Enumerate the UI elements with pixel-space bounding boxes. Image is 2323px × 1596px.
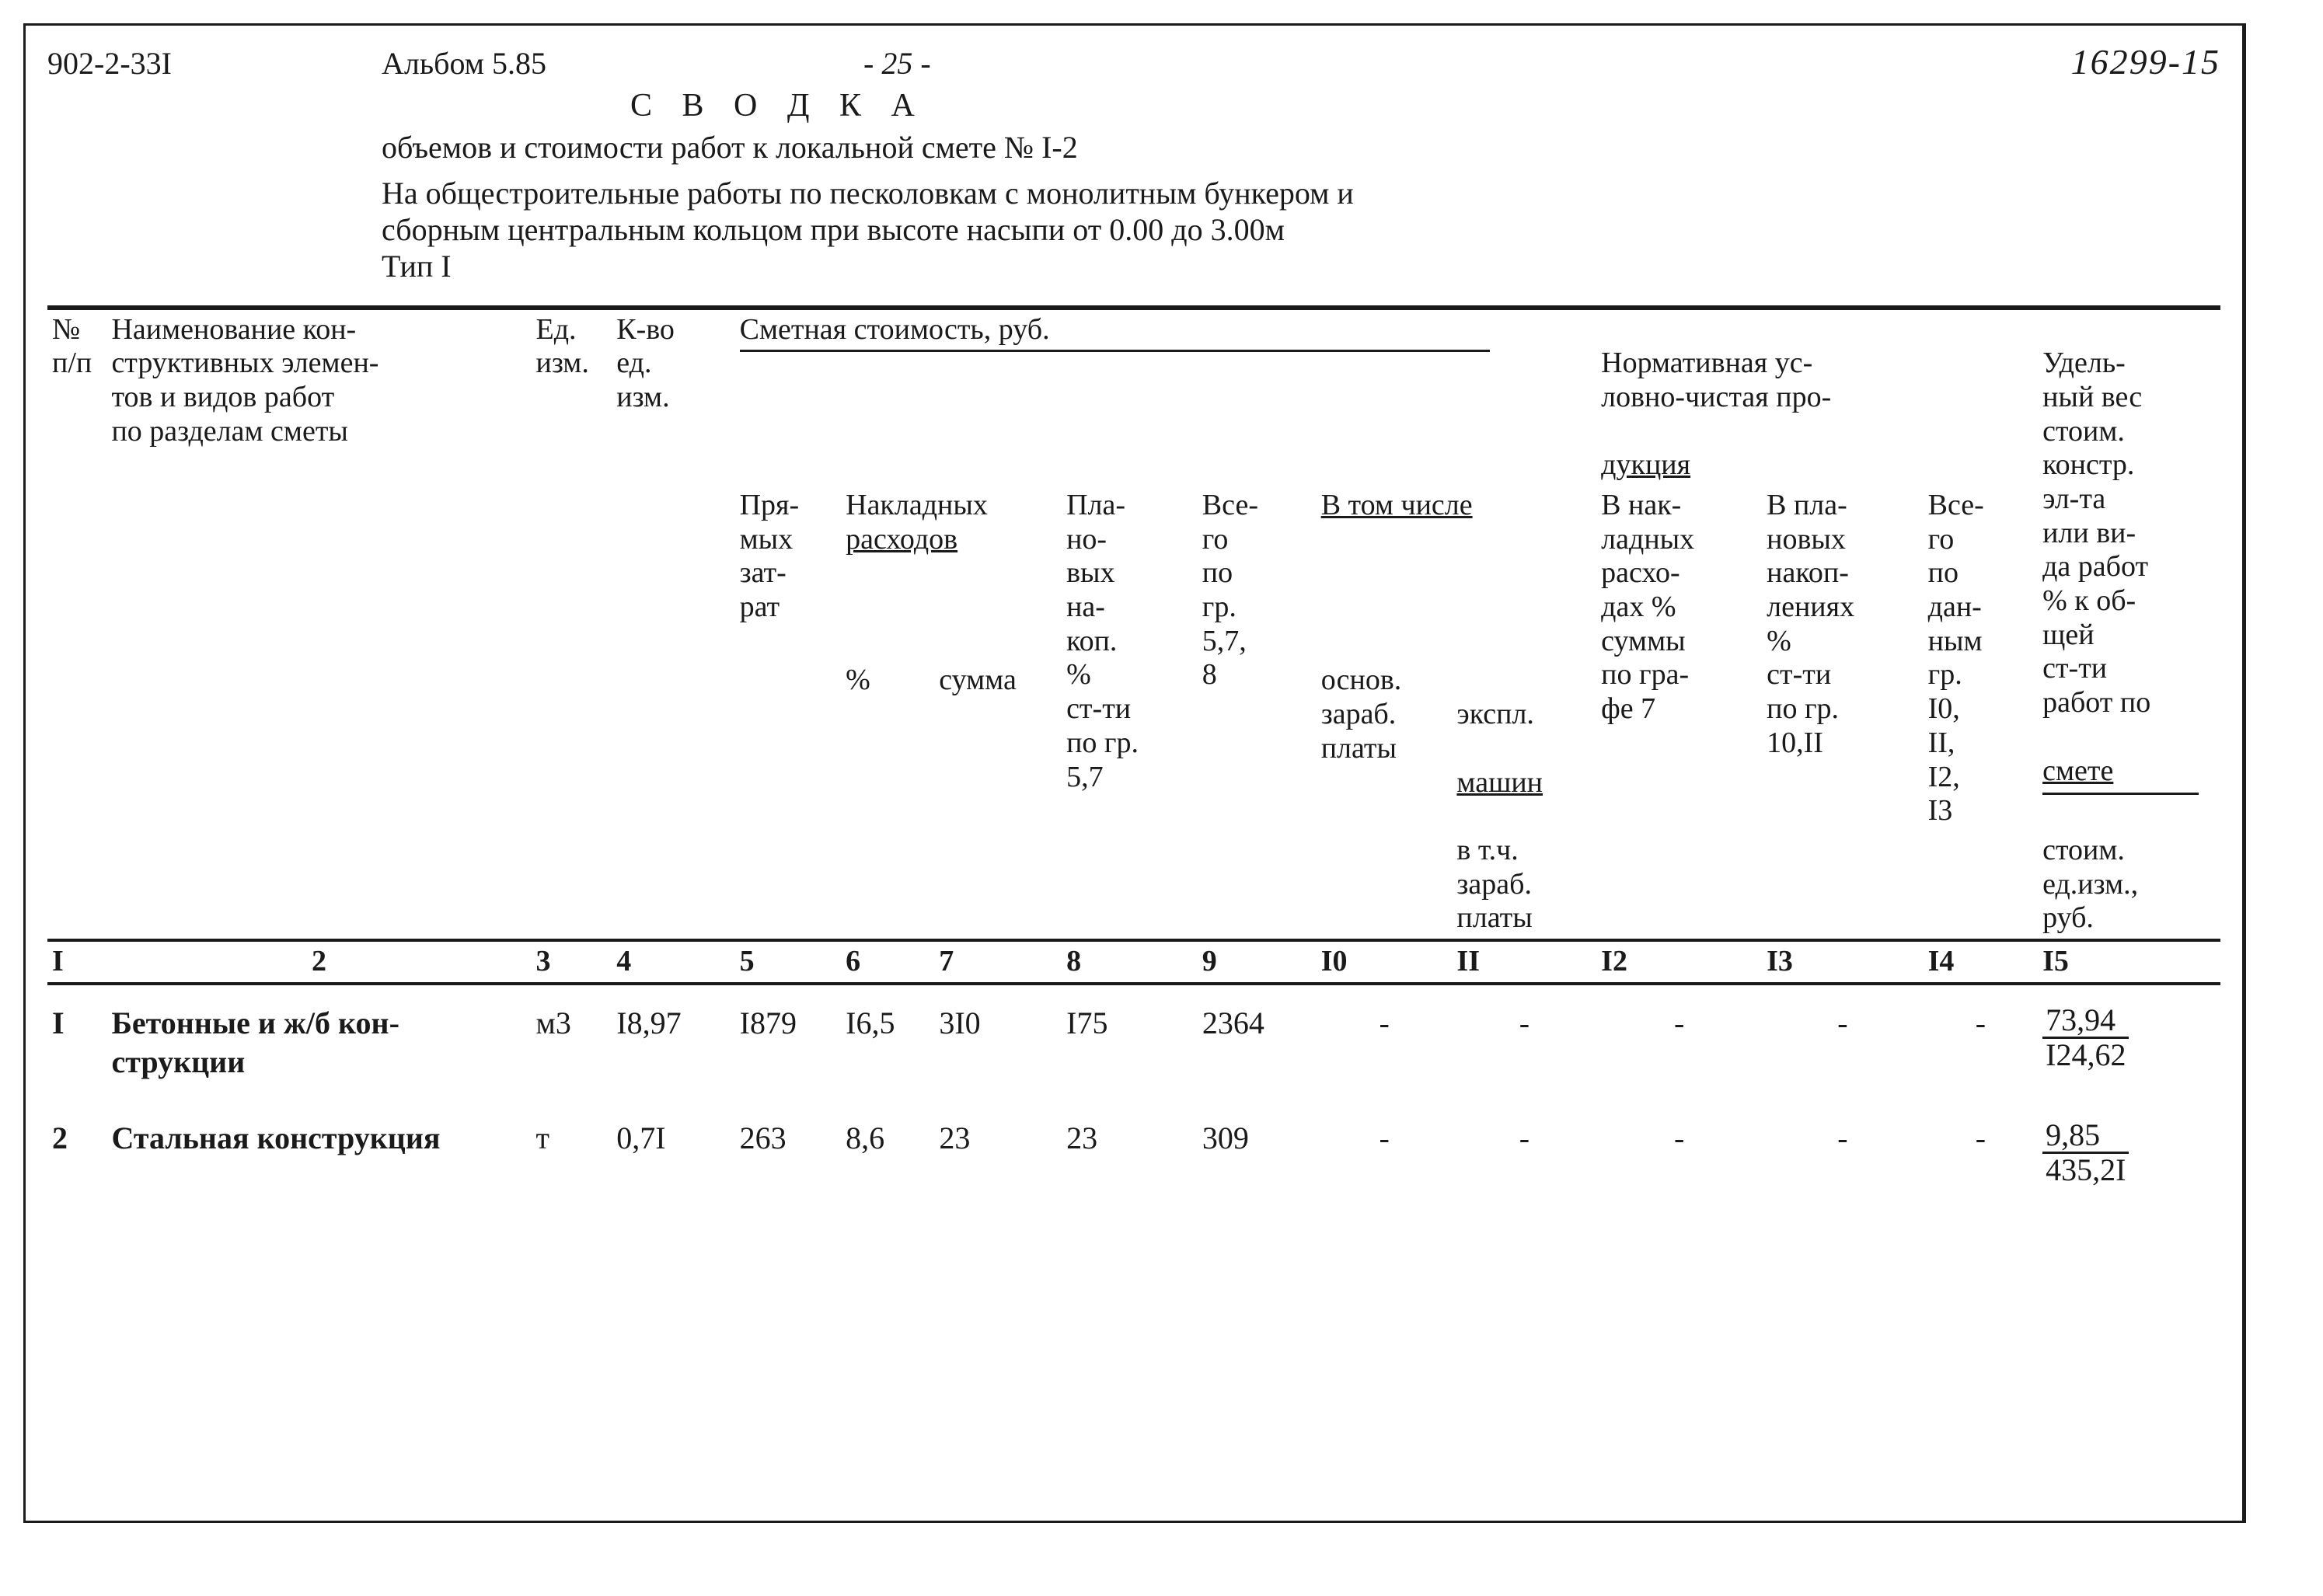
col-num: 3 <box>532 940 612 984</box>
group-label: Нормативная ус- ловно-чистая про- <box>1601 347 1831 413</box>
cell: - <box>1596 996 1762 1089</box>
cell: 263 <box>735 1089 842 1197</box>
row-name: Стальная конструкция <box>106 1089 531 1197</box>
cell: - <box>1453 996 1597 1089</box>
cell: 0,7I <box>612 1089 734 1197</box>
col-group-norm: Нормативная ус- ловно-чистая про- дукция <box>1596 310 2038 486</box>
col-header: экспл. машин в т.ч. зараб. платы <box>1452 660 1596 940</box>
cell: I6,5 <box>841 996 934 1089</box>
cell: - <box>1924 1089 2038 1197</box>
col-num: 6 <box>841 940 934 984</box>
col-header: Пла- но- вых на- коп. % ст-ти по гр. 5,7 <box>1062 486 1198 940</box>
col-header-text: смете <box>2042 754 2113 787</box>
desc-line: На общестроительные работы по песколовка… <box>382 176 1354 211</box>
col-header: основ. зараб. платы <box>1317 660 1453 940</box>
col-header: Ед. изм. <box>532 310 612 940</box>
cell: I8,97 <box>612 996 734 1089</box>
cell: - <box>1317 1089 1453 1197</box>
col-num: I3 <box>1762 940 1924 984</box>
cell: 2364 <box>1198 996 1317 1089</box>
group-label: дукция <box>1601 448 1690 481</box>
cell: - <box>1924 996 2038 1089</box>
col-header: В нак- ладных расхо- дах % суммы по гра-… <box>1596 486 1762 940</box>
desc-line: сборным центральным кольцом при высоте н… <box>382 212 1285 247</box>
col-num: I <box>47 940 106 984</box>
table-body: I Бетонные и ж/б кон- струкции м3 I8,97 … <box>47 996 2220 1197</box>
col-num: I5 <box>2038 940 2220 984</box>
cell: 23 <box>1062 1089 1198 1197</box>
col-header: К-во ед. изм. <box>612 310 734 940</box>
group-label: Накладных <box>846 489 988 521</box>
header-row: 902-2-33I Альбом 5.85 - 25 - 16299-15 <box>47 41 2220 82</box>
page-number: - 25 - <box>863 45 2018 82</box>
cell: 23 <box>934 1089 1062 1197</box>
col-num: 2 <box>106 940 531 984</box>
title-subtitle: объемов и стоимости работ к локальной см… <box>382 129 2220 166</box>
col-header: Наименование кон- структивных элемен- то… <box>106 310 531 940</box>
col-num: 8 <box>1062 940 1198 984</box>
col-group-smeta: Сметная стоимость, руб. <box>735 310 1597 486</box>
album-ref: Альбом 5.85 <box>382 45 863 82</box>
row-name: Бетонные и ж/б кон- струкции <box>106 996 531 1089</box>
title-description: На общестроительные работы по песколовка… <box>382 175 1858 285</box>
col-num: I0 <box>1317 940 1453 984</box>
group-label: Сметная стоимость, руб. <box>740 313 1490 353</box>
fraction-den: I24,62 <box>2042 1039 2129 1072</box>
cell: м3 <box>532 996 612 1089</box>
cell-fraction: 73,94 I24,62 <box>2038 996 2220 1089</box>
title-block: С В О Д К А объемов и стоимости работ к … <box>382 87 2220 285</box>
fraction-num: 9,85 <box>2042 1119 2129 1154</box>
cell: - <box>1596 1089 1762 1197</box>
col-num: II <box>1452 940 1596 984</box>
col-header-text: машин <box>1456 766 1543 799</box>
cell-fraction: 9,85 435,2I <box>2038 1089 2220 1197</box>
group-label: В том числе <box>1321 489 1473 521</box>
desc-line: Тип I <box>382 249 452 284</box>
row-num: 2 <box>47 1089 106 1197</box>
document-sheet: 902-2-33I Альбом 5.85 - 25 - 16299-15 С … <box>23 23 2246 1523</box>
table-header: № п/п Наименование кон- структивных элем… <box>47 310 2220 985</box>
doc-code: 902-2-33I <box>47 45 382 82</box>
col-header-text: Удель- ный вес стоим. констр. эл-та или … <box>2042 347 2150 719</box>
col-header: Пря- мых зат- рат <box>735 486 842 940</box>
col-num: 9 <box>1198 940 1317 984</box>
cell: - <box>1317 996 1453 1089</box>
column-number-row: I 2 3 4 5 6 7 8 9 I0 II I2 I3 I4 I5 <box>47 940 2220 984</box>
cell: - <box>1762 1089 1924 1197</box>
cell: 309 <box>1198 1089 1317 1197</box>
col-header-text: стоим. ед.изм., руб. <box>2042 834 2138 934</box>
col-header: Удель- ный вес стоим. констр. эл-та или … <box>2038 310 2220 940</box>
row-num: I <box>47 996 106 1089</box>
col-header-text: экспл. <box>1456 698 1534 730</box>
cell: I75 <box>1062 996 1198 1089</box>
cell: т <box>532 1089 612 1197</box>
col-num: 4 <box>612 940 734 984</box>
cell: I879 <box>735 996 842 1089</box>
fraction-den: 435,2I <box>2042 1154 2129 1187</box>
col-header-text: в т.ч. зараб. платы <box>1456 834 1532 934</box>
col-num: I4 <box>1924 940 2038 984</box>
title-main: С В О Д К А <box>630 87 2220 124</box>
col-header: Все- го по дан- ным гр. I0, II, I2, I3 <box>1924 486 2038 940</box>
col-num: 5 <box>735 940 842 984</box>
table-row: 2 Стальная конструкция т 0,7I 263 8,6 23… <box>47 1089 2220 1197</box>
col-header: сумма <box>934 660 1062 940</box>
cell: - <box>1453 1089 1597 1197</box>
cell: 3I0 <box>934 996 1062 1089</box>
col-subgroup-vtom: В том числе <box>1317 486 1596 660</box>
group-label: расходов <box>846 523 957 556</box>
cell: 8,6 <box>841 1089 934 1197</box>
col-header: Все- го по гр. 5,7, 8 <box>1198 486 1317 940</box>
fraction-num: 73,94 <box>2042 1004 2129 1039</box>
col-header: В пла- новых накоп- лениях % ст-ти по гр… <box>1762 486 1924 940</box>
col-header: % <box>841 660 934 940</box>
col-header: № п/п <box>47 310 106 940</box>
table-row: I Бетонные и ж/б кон- струкции м3 I8,97 … <box>47 996 2220 1089</box>
sheet-ref: 16299-15 <box>2018 41 2220 82</box>
col-subgroup-nakl: Накладных расходов <box>841 486 1062 660</box>
col-num: I2 <box>1596 940 1762 984</box>
col-num: 7 <box>934 940 1062 984</box>
cell: - <box>1762 996 1924 1089</box>
